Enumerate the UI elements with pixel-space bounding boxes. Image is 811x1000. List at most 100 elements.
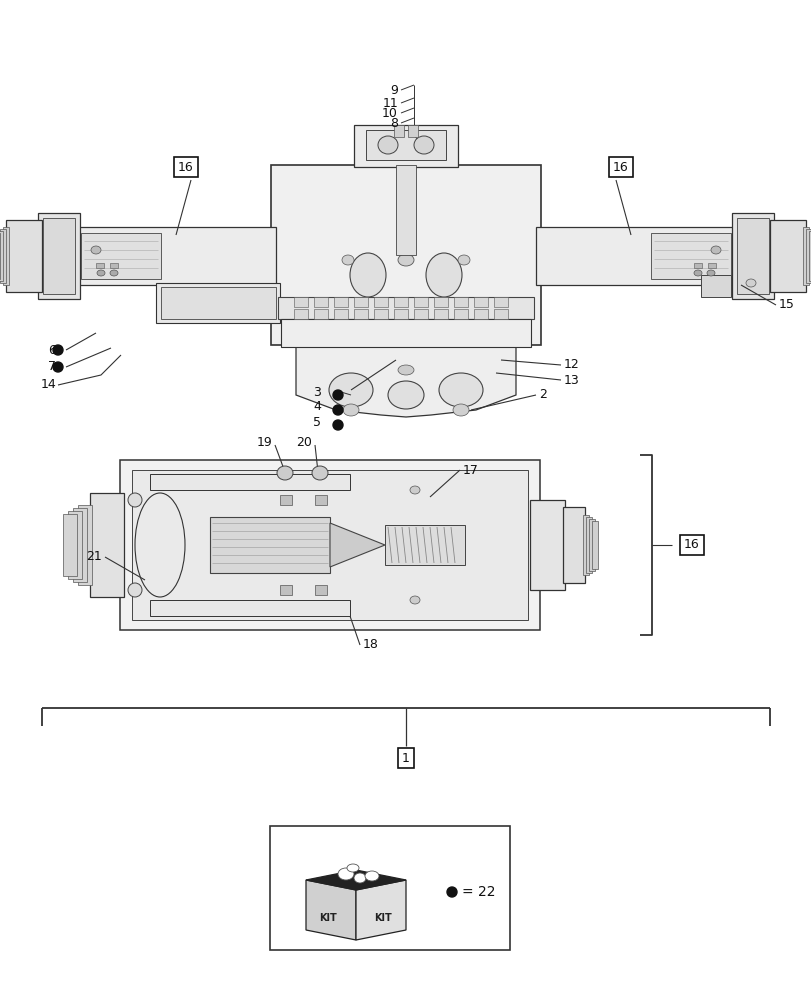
Bar [314,297,328,307]
Text: 16: 16 [178,161,194,174]
Text: 1: 1 [401,752,410,764]
Bar [591,521,597,569]
Bar [453,309,467,319]
Bar [280,585,292,595]
Ellipse shape [128,583,142,597]
Bar [43,218,75,294]
Text: 6: 6 [48,344,56,357]
Text: 8: 8 [389,117,397,130]
Bar [384,525,465,565]
Ellipse shape [414,136,433,154]
Ellipse shape [341,255,354,265]
Circle shape [53,345,63,355]
Text: 18: 18 [363,638,379,652]
Bar [161,287,276,319]
Polygon shape [329,523,384,567]
Text: 16: 16 [684,538,699,552]
Bar [96,263,104,268]
Ellipse shape [91,246,101,254]
Text: 19: 19 [256,436,272,448]
Ellipse shape [342,404,358,416]
Bar [433,309,448,319]
Polygon shape [306,870,406,890]
Bar [393,125,404,137]
Text: 14: 14 [41,378,56,391]
Circle shape [333,405,342,415]
Ellipse shape [453,404,469,416]
Ellipse shape [693,270,702,276]
Bar [0,231,3,281]
Ellipse shape [97,270,105,276]
Text: 3: 3 [313,385,320,398]
Ellipse shape [277,466,293,480]
Bar [63,514,77,576]
Bar [474,297,487,307]
Ellipse shape [706,270,714,276]
Bar [582,515,588,575]
Ellipse shape [745,279,755,287]
Bar [76,227,276,285]
Ellipse shape [346,864,358,872]
Polygon shape [306,880,355,940]
Text: 12: 12 [564,359,579,371]
Text: 13: 13 [564,373,579,386]
Bar [109,263,118,268]
Bar [281,319,530,347]
Bar [90,493,124,597]
Circle shape [333,420,342,430]
Bar [433,297,448,307]
Bar [393,309,407,319]
Text: 9: 9 [389,84,397,97]
Bar [294,309,307,319]
Text: 15: 15 [778,298,794,312]
Text: KIT: KIT [374,913,392,923]
Ellipse shape [350,253,385,297]
Bar [132,470,527,620]
Bar [700,275,730,297]
Bar [354,309,367,319]
Bar [407,125,418,137]
Ellipse shape [426,253,461,297]
Bar [354,297,367,307]
Text: KIT: KIT [319,913,337,923]
Bar [38,213,80,299]
Text: 2: 2 [539,388,546,401]
Bar [769,220,805,292]
Bar [73,508,87,582]
Ellipse shape [311,466,328,480]
Ellipse shape [365,871,379,881]
Bar [736,218,768,294]
Ellipse shape [354,873,366,883]
Text: 5: 5 [312,416,320,428]
Text: 7: 7 [48,360,56,373]
Bar [530,500,564,590]
Bar [0,229,6,283]
Ellipse shape [328,373,372,407]
Ellipse shape [397,254,414,266]
Bar [693,263,702,268]
Bar [396,165,415,255]
Ellipse shape [109,270,118,276]
Bar [333,297,348,307]
Bar [805,229,811,283]
Bar [280,495,292,505]
Bar [294,297,307,307]
Bar [120,460,539,630]
Text: 21: 21 [86,550,102,564]
Ellipse shape [397,365,414,375]
Bar [707,263,715,268]
Bar [315,585,327,595]
Bar [414,309,427,319]
Bar [493,297,508,307]
Bar [393,297,407,307]
Bar [156,283,280,323]
Ellipse shape [457,255,470,265]
Bar [271,165,540,345]
Bar [150,474,350,490]
Bar [150,600,350,616]
Text: 20: 20 [296,436,311,448]
Bar [535,227,735,285]
Bar [314,309,328,319]
Circle shape [53,362,63,372]
Bar [270,826,509,950]
